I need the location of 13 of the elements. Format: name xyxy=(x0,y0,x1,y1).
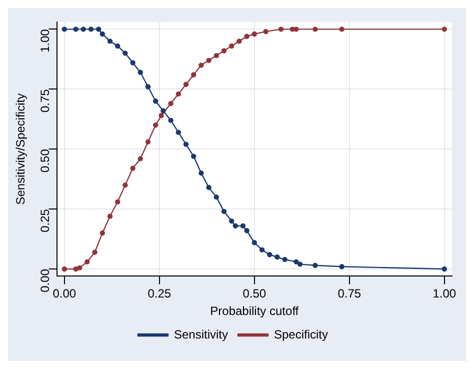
legend-label: Sensitivity xyxy=(174,327,228,342)
y-tick-label: 0.25 xyxy=(38,208,52,232)
legend-label: Specificity xyxy=(274,327,328,342)
y-axis-title: Sensitivity/Specificity xyxy=(14,93,28,205)
x-tick-label: 0.00 xyxy=(52,286,76,301)
x-tick-label: 0.50 xyxy=(242,286,266,301)
y-tick-label: 1.00 xyxy=(38,28,52,53)
x-tick-label: 0.75 xyxy=(338,286,362,301)
x-axis-title: Probability cutoff xyxy=(210,304,300,318)
y-tick-label: 0.75 xyxy=(38,88,52,113)
y-tick-label: 0.50 xyxy=(38,148,52,172)
x-tick-label: 0.25 xyxy=(148,286,172,301)
x-tick-label: 1.00 xyxy=(432,286,456,301)
